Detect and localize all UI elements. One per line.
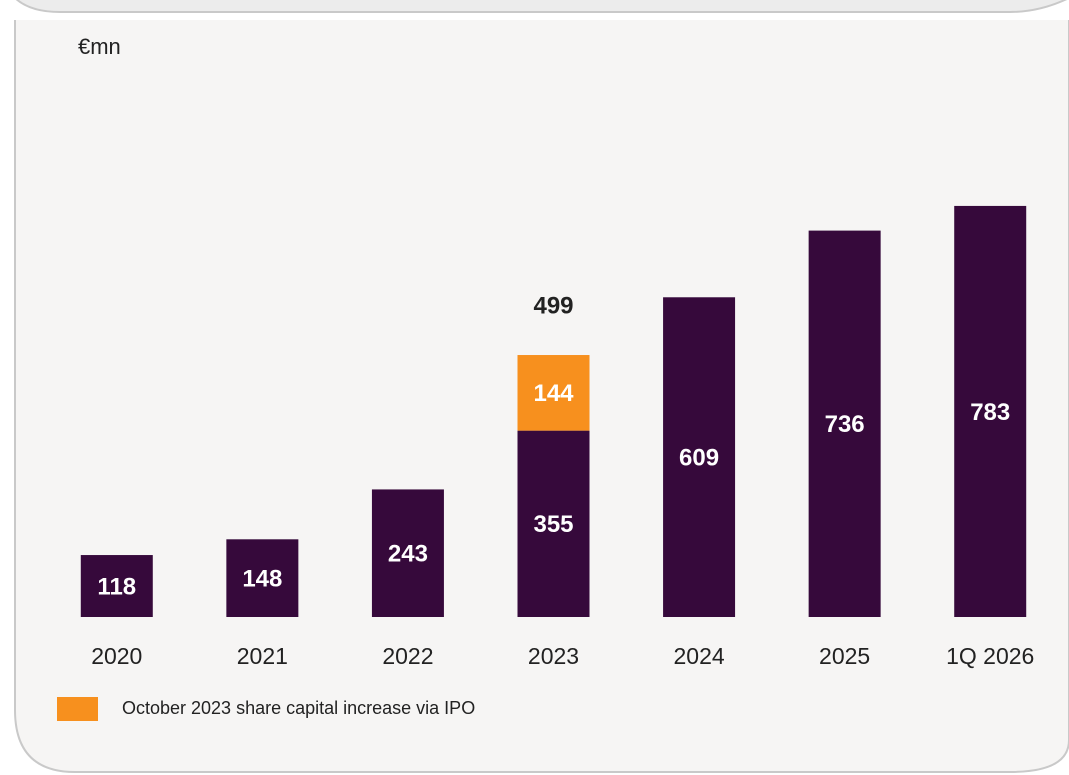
value-label: 736 (825, 411, 865, 438)
x-tick-label: 1Q 2026 (946, 643, 1034, 669)
bar-segment (663, 297, 736, 617)
value-label: 355 (533, 511, 573, 538)
x-tick-label: 2025 (819, 643, 870, 669)
value-label: 609 (679, 444, 719, 471)
x-tick-label: 2024 (673, 643, 724, 669)
x-tick-label: 2020 (91, 643, 142, 669)
bar-segment (517, 355, 590, 431)
bar-segment (808, 230, 881, 617)
value-label: 118 (97, 573, 136, 600)
bar-segment (80, 555, 153, 617)
value-label: 783 (970, 399, 1010, 426)
upper-card-edge (15, 0, 1068, 13)
legend-label: October 2023 share capital increase via … (122, 698, 475, 718)
bar-segment (226, 539, 299, 617)
bar-segment (954, 205, 1027, 618)
value-label: 243 (388, 541, 428, 568)
total-label: 499 (533, 292, 573, 319)
value-label: 148 (242, 565, 282, 592)
legend-swatch (57, 697, 98, 721)
unit-label: €mn (78, 34, 121, 59)
bar-segment (371, 489, 444, 617)
x-tick-label: 2022 (382, 643, 433, 669)
bar-segment (517, 430, 590, 617)
x-tick-label: 2021 (237, 643, 288, 669)
value-label: 144 (533, 380, 574, 407)
x-tick-label: 2023 (528, 643, 579, 669)
